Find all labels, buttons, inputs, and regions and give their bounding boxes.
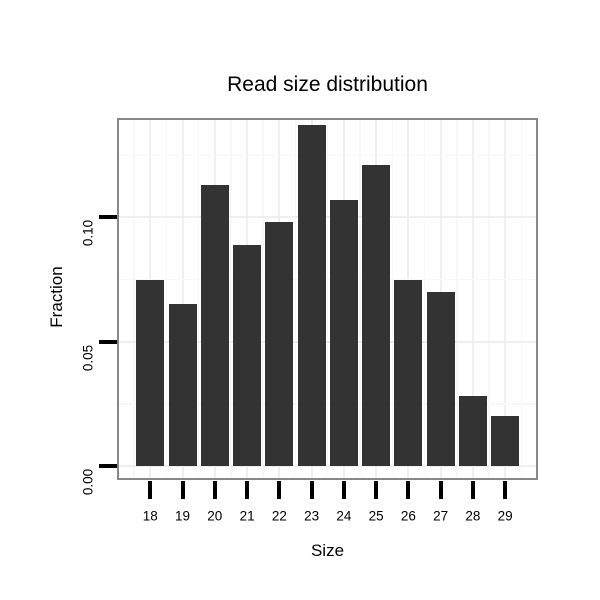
bar [200,185,229,466]
x-axis-tick-label: 27 [433,508,449,524]
bar [297,125,326,466]
gridline-vertical-minor [326,120,329,478]
x-axis-tick-label: 25 [368,508,384,524]
x-axis-tick [503,481,508,499]
x-axis-tick [309,481,314,499]
x-axis-tick-label: 22 [271,508,287,524]
bar [233,244,262,466]
gridline-vertical-major [181,120,184,478]
x-axis-tick-label: 28 [465,508,481,524]
chart-title: Read size distribution [227,73,428,96]
bar [491,416,520,466]
x-axis-tick [148,481,153,499]
gridline-vertical-minor [520,120,523,478]
x-axis-tick-label: 21 [239,508,255,524]
y-axis-tick [99,215,117,220]
bar [394,279,423,466]
x-axis-tick-label: 18 [142,508,158,524]
bar [426,291,455,466]
gridline-horizontal-major [119,340,536,343]
gridline-vertical-minor [391,120,393,478]
gridline-horizontal-minor [119,154,536,156]
x-axis-tick-label: 23 [304,508,320,524]
gridline-vertical-minor [165,120,168,478]
gridline-vertical-major [504,120,507,478]
x-axis-tick-label: 26 [400,508,416,524]
bar [265,222,294,466]
gridline-vertical-minor [488,120,490,478]
x-axis-tick [277,481,282,499]
x-axis-tick [341,481,346,499]
gridline-horizontal-minor [119,278,536,281]
bar [362,165,391,466]
gridline-vertical-minor [230,120,232,478]
gridline-horizontal-minor [119,403,536,405]
gridline-vertical-major [471,120,474,478]
x-axis-tick [438,481,443,499]
x-axis-tick [374,481,379,499]
y-axis-title: Fraction [47,266,66,328]
gridline-vertical-minor [294,120,297,478]
gridline-vertical-minor [359,120,361,478]
bar [329,199,358,466]
y-axis-tick-label: 0.10 [80,220,96,247]
gridline-horizontal-major [119,465,536,467]
gridline-vertical-minor [456,120,458,478]
gridline-vertical-minor [133,120,135,478]
bar [168,304,197,466]
x-axis-tick-label: 29 [497,508,513,524]
x-axis-tick [212,481,217,499]
plot-panel [117,118,538,480]
x-axis-tick [470,481,475,499]
gridline-vertical-minor [423,120,426,478]
y-axis-tick-label: 0.05 [80,344,96,371]
gridline-vertical-minor [197,120,200,478]
bar [136,279,165,466]
x-axis-tick-label: 24 [336,508,352,524]
gridline-horizontal-major [119,216,536,219]
x-axis-tick-label: 20 [207,508,223,524]
y-axis-tick-label: 0.00 [80,468,96,496]
x-axis-tick-label: 19 [175,508,191,524]
y-axis-tick [99,339,117,344]
y-axis-tick [99,464,117,468]
gridline-vertical-minor [262,120,264,478]
x-axis-title: Size [310,541,345,560]
x-axis-tick [245,481,250,499]
bar [458,396,487,466]
x-axis-tick [180,481,185,499]
x-axis-tick [406,481,411,499]
